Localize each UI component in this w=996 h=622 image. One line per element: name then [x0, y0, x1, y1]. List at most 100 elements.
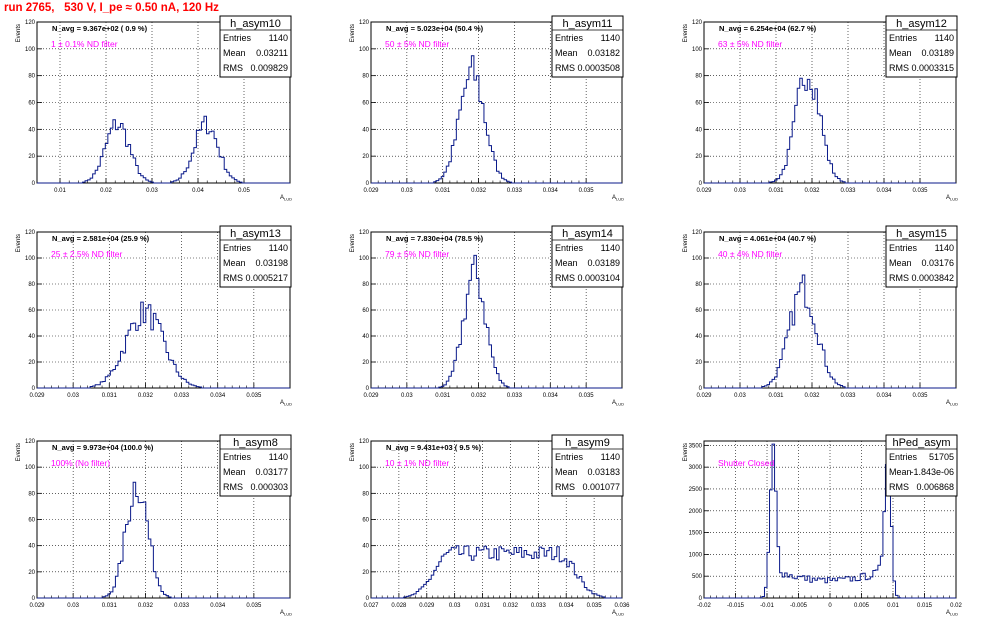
filter-label: 1 ± 0.1% ND filter	[51, 39, 118, 49]
x-axis-label-subscript: LUD	[950, 612, 958, 617]
x-tick-label: 0.02	[950, 603, 962, 609]
stats-value: 1140	[269, 33, 288, 43]
stats-label: RMS	[889, 273, 909, 283]
x-axis-label: ALUD	[946, 610, 958, 617]
y-tick-label: 100	[25, 256, 36, 262]
y-tick-label: 0	[699, 181, 703, 187]
y-tick-label: 40	[28, 127, 35, 133]
x-tick-label: 0.029	[363, 393, 379, 399]
y-tick-label: 40	[362, 334, 369, 340]
y-tick-label: 0	[366, 386, 370, 392]
x-tick-label: 0.031	[102, 393, 118, 399]
x-axis-label-subscript: LUD	[616, 402, 624, 407]
stats-value: 1140	[601, 33, 620, 43]
y-tick-label: 0	[366, 181, 370, 187]
stats-label: Entries	[555, 33, 584, 43]
x-tick-label: 0.031	[768, 393, 784, 399]
x-tick-label: 0.034	[210, 603, 226, 609]
stats-label: RMS	[555, 63, 575, 73]
stats-value: 0.001077	[582, 482, 620, 492]
stats-label: RMS	[223, 273, 243, 283]
y-axis-label: Events	[350, 443, 356, 461]
x-axis-label-subscript: LUD	[284, 402, 292, 407]
run-title: run 2765, 530 V, I_pe ≈ 0.50 nA, 120 Hz	[4, 2, 219, 14]
stats-label: Entries	[223, 33, 252, 43]
histogram-curve	[371, 55, 622, 184]
y-tick-label: 0	[32, 596, 36, 602]
y-tick-label: 120	[25, 20, 36, 26]
y-tick-label: 60	[28, 518, 35, 524]
x-tick-label: 0.035	[912, 188, 928, 194]
x-tick-label: 0.033	[531, 603, 547, 609]
stats-label: Entries	[223, 452, 252, 462]
y-tick-label: 80	[695, 74, 702, 80]
x-tick-label: 0.032	[138, 603, 154, 609]
y-tick-label: 20	[695, 154, 702, 160]
stats-box	[219, 15, 292, 78]
x-tick-label: 0.034	[559, 603, 575, 609]
stats-value: 1140	[601, 243, 620, 253]
y-tick-label: 80	[28, 282, 35, 288]
x-tick-label: 0.032	[804, 188, 820, 194]
x-tick-label: 0.032	[503, 603, 519, 609]
y-tick-label: 120	[359, 20, 370, 26]
x-tick-label: -0.015	[727, 603, 745, 609]
x-axis-label-subscript: LUD	[616, 197, 624, 202]
x-tick-label: 0.032	[804, 393, 820, 399]
y-tick-label: 100	[359, 256, 370, 262]
stats-value: 0.009829	[250, 63, 288, 73]
y-tick-label: 2500	[689, 487, 703, 493]
x-axis-label: ALUD	[280, 195, 292, 202]
x-axis-label: ALUD	[612, 610, 624, 617]
stats-value: 0.0003104	[577, 273, 620, 283]
y-tick-label: 120	[359, 439, 370, 445]
x-axis-label: ALUD	[280, 610, 292, 617]
y-tick-label: 2000	[689, 509, 703, 515]
histogram-curve	[37, 301, 290, 389]
stats-box-title: h_asym8	[233, 437, 278, 449]
filter-label: 10 ± 1% ND filter	[385, 458, 449, 468]
stats-value: 51705	[929, 452, 954, 462]
x-tick-label: 0.034	[543, 188, 559, 194]
x-tick-label: 0.033	[174, 603, 190, 609]
y-tick-label: 60	[695, 101, 702, 107]
histogram-panel-hPed_asym: -0.02 -0.015 -0.01 -0.005 0 0.005 0.01 0.015 0.0…	[683, 434, 962, 617]
x-tick-label: -0.005	[790, 603, 808, 609]
y-tick-label: 80	[362, 491, 369, 497]
stats-label: Mean	[889, 258, 912, 268]
y-tick-label: 80	[28, 491, 35, 497]
stats-box	[551, 434, 624, 497]
x-tick-label: 0.015	[917, 603, 933, 609]
stats-value: 0.0003508	[577, 63, 620, 73]
y-tick-label: 40	[695, 127, 702, 133]
y-tick-label: 60	[362, 308, 369, 314]
y-tick-label: 120	[25, 230, 36, 236]
x-tick-label: 0.04	[192, 188, 204, 194]
histogram-panel-h_asym8: 0.029 0.03 0.031 0.032 0.033 0.034 0.035 0 20 40 6…	[16, 434, 292, 617]
stats-box-title: h_asym9	[565, 437, 610, 449]
navg-label: N_avg = 6.254e+04 (62.7 %)	[719, 24, 817, 33]
stats-value: 0.006868	[916, 482, 954, 492]
stats-value: 0.0003315	[911, 63, 954, 73]
filter-label: 50 ± 5% ND filter	[385, 39, 449, 49]
stats-label: Entries	[223, 243, 252, 253]
y-axis-label: Events	[683, 24, 689, 42]
filter-label: 40 ± 4% ND filter	[718, 249, 782, 259]
x-axis-label-subscript: LUD	[950, 402, 958, 407]
y-tick-label: 20	[362, 570, 369, 576]
navg-label: N_avg = 9.431e+03 ( 9.5 %)	[386, 443, 482, 452]
y-tick-label: 80	[362, 74, 369, 80]
y-tick-label: 40	[362, 127, 369, 133]
y-tick-label: 40	[28, 334, 35, 340]
y-tick-label: 100	[359, 465, 370, 471]
stats-value: 0.03182	[587, 48, 620, 58]
y-tick-label: 20	[695, 360, 702, 366]
navg-label: N_avg = 2.581e+04 (25.9 %)	[52, 234, 150, 243]
y-tick-label: 60	[695, 308, 702, 314]
x-tick-label: 0.03	[734, 188, 746, 194]
y-tick-label: 0	[366, 596, 370, 602]
y-tick-label: 3000	[689, 465, 703, 471]
x-tick-label: 0.005	[854, 603, 870, 609]
y-tick-label: 20	[28, 570, 35, 576]
stats-value: 1140	[935, 243, 954, 253]
